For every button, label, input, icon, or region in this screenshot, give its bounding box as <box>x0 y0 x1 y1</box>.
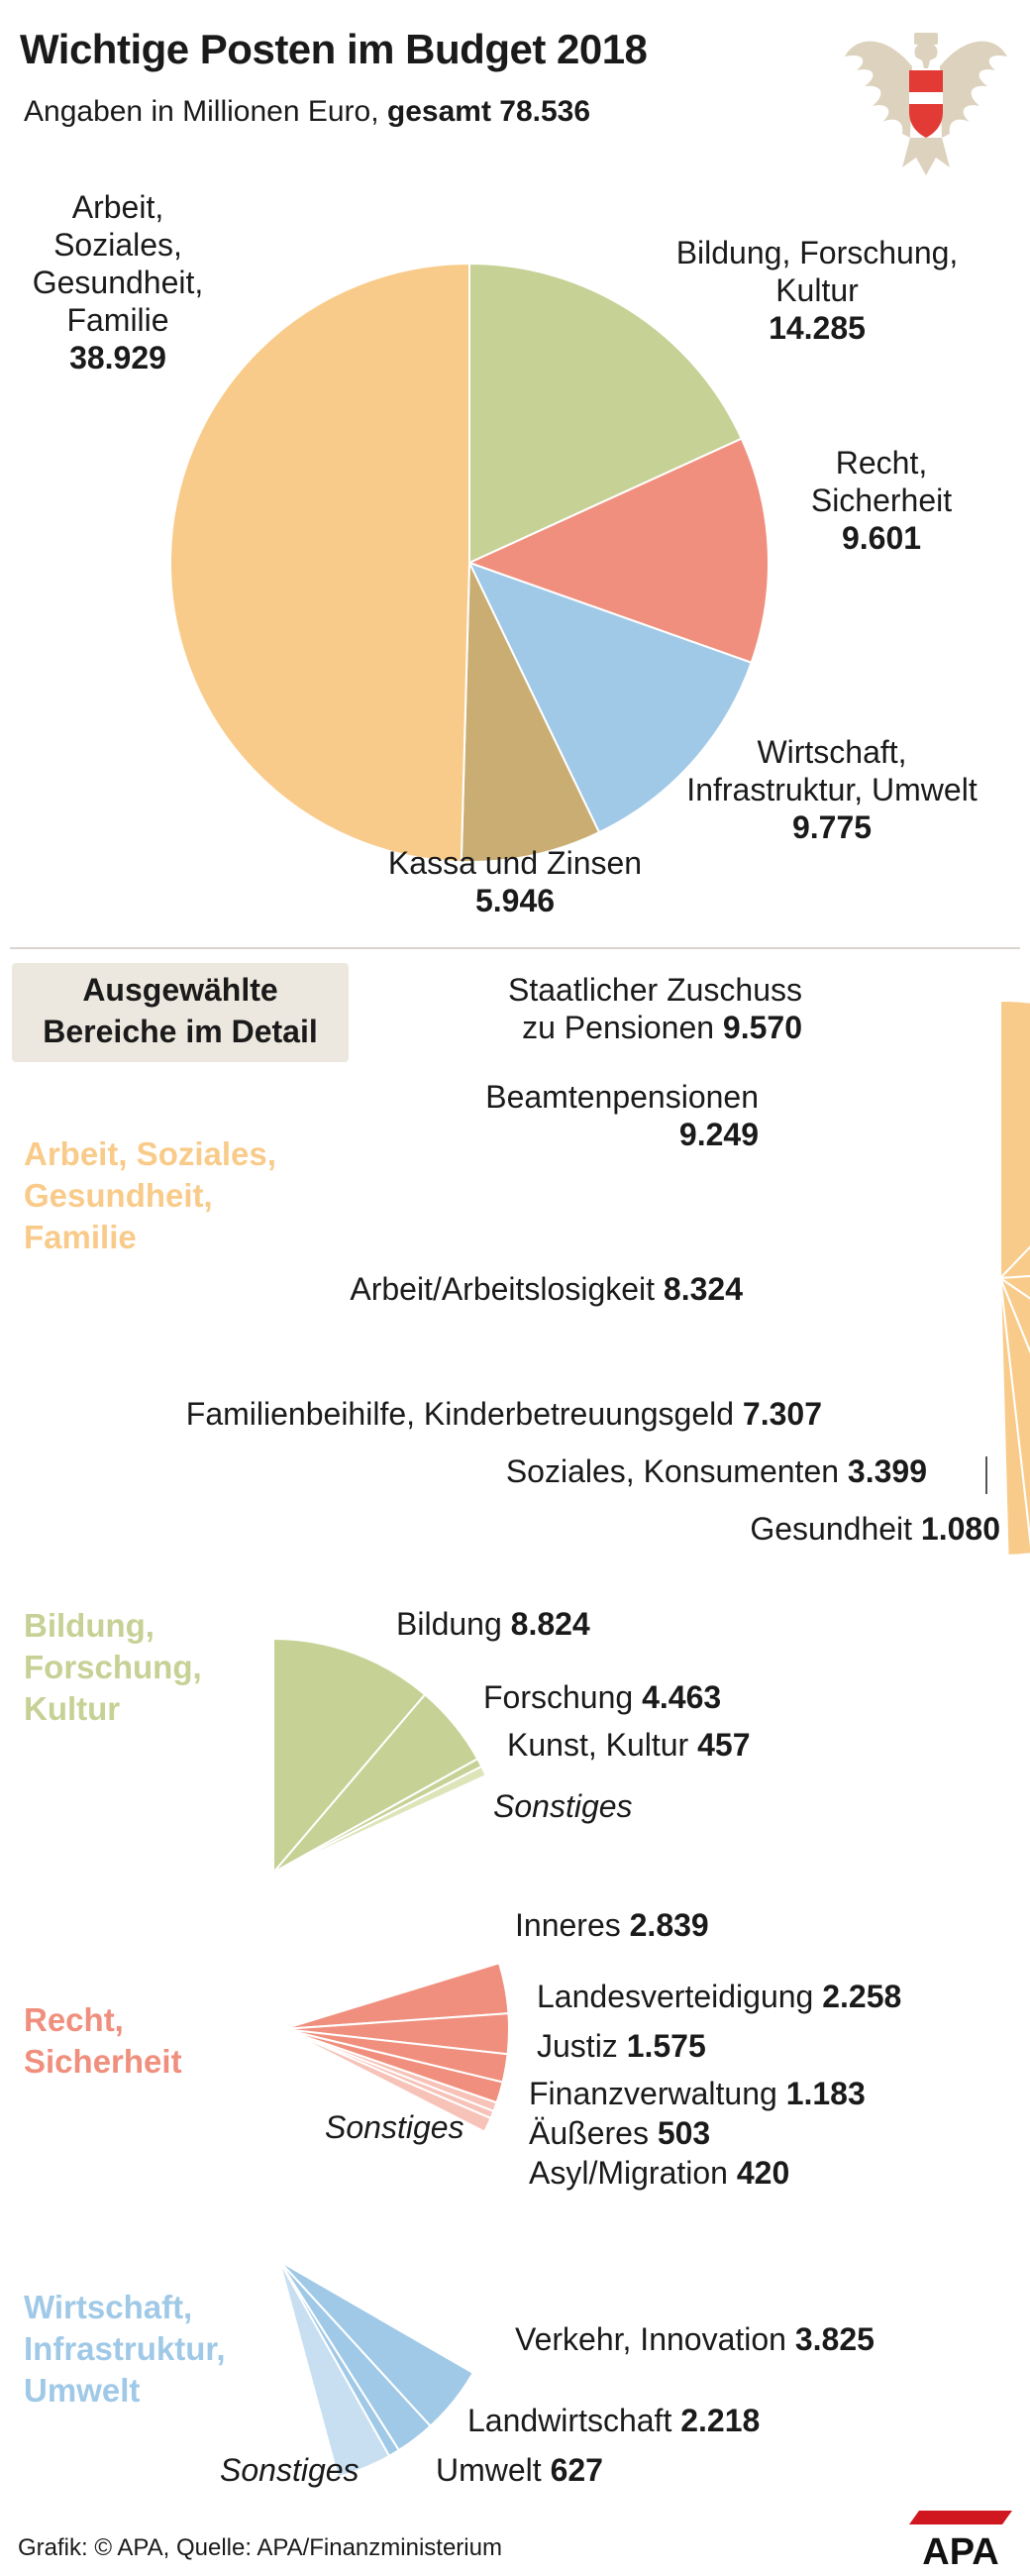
category-title-wirtschaft: Wirtschaft, Infrastruktur, Umwelt <box>24 2287 226 2412</box>
pie-slice-arbeit <box>168 262 470 863</box>
main-label-wirtschaft-line: Infrastruktur, Umwelt <box>686 772 978 807</box>
source-credit: Grafik: © APA, Quelle: APA/Finanzministe… <box>18 2534 502 2561</box>
main-label-arbeit-value: 38.929 <box>69 340 166 376</box>
detail-label-aeusseres: Äußeres 503 <box>529 2115 711 2151</box>
label-line: Staatlicher Zuschuss <box>507 972 802 1008</box>
detail-label-arbeitslosigkeit: Arbeit/Arbeitslosigkeit 8.324 <box>350 1271 743 1307</box>
main-label-wirtschaft: Wirtschaft, Infrastruktur, Umwelt 9.775 <box>654 733 1010 846</box>
recht-slice-6 <box>282 2028 492 2133</box>
main-label-bildung-line: Kultur <box>775 272 859 308</box>
detail-label-recht-sonstiges: Sonstiges <box>325 2109 464 2145</box>
detail-label-umwelt: Umwelt 627 <box>436 2452 603 2488</box>
category-title-line: Gesundheit, <box>24 1177 213 1214</box>
detail-label-familienbeihilfe: Familienbeihilfe, Kinderbetreuungsgeld 7… <box>185 1396 822 1432</box>
pie-slice-recht <box>466 437 770 665</box>
detail-label-wirtschaft-sonstiges: Sonstiges <box>220 2452 360 2488</box>
category-title-line: Familie <box>24 1219 137 1255</box>
detail-heading-line: Bereiche im Detail <box>43 1014 318 1049</box>
page-title: Wichtige Posten im Budget 2018 <box>20 26 648 72</box>
main-label-recht-line: Sicherheit <box>810 483 953 518</box>
label-line: 9.249 <box>678 1117 759 1152</box>
detail-section-heading: Ausgewählte Bereiche im Detail <box>12 963 349 1062</box>
main-label-kassa-line: Kassa und Zinsen <box>387 845 643 881</box>
main-label-bildung-line: Bildung, Forschung, <box>675 235 959 270</box>
detail-label-beamtenpensionen: Beamtenpensionen 9.249 <box>396 1078 759 1153</box>
pie-slice-kassa <box>460 562 601 863</box>
detail-label-bildung: Bildung 8.824 <box>396 1606 590 1642</box>
main-label-arbeit-line: Arbeit, <box>71 189 164 225</box>
main-label-recht-line: Recht, <box>835 445 928 481</box>
category-title-bildung: Bildung, Forschung, Kultur <box>24 1605 202 1730</box>
main-label-bildung: Bildung, Forschung, Kultur 14.285 <box>634 234 1000 347</box>
detail-heading-line: Ausgewählte <box>82 972 278 1008</box>
main-label-arbeit-line: Gesundheit, <box>32 265 204 300</box>
category-title-line: Kultur <box>24 1690 121 1727</box>
category-title-line: Wirtschaft, <box>24 2289 193 2325</box>
main-label-wirtschaft-value: 9.775 <box>791 809 873 845</box>
detail-label-bildung-sonstiges: Sonstiges <box>493 1788 633 1824</box>
arbeit-slice-5 <box>999 1277 1030 1556</box>
detail-label-asyl-migration: Asyl/Migration 420 <box>529 2155 790 2191</box>
detail-label-justiz: Justiz 1.575 <box>537 2028 706 2064</box>
category-title-arbeit: Arbeit, Soziales, Gesundheit, Familie <box>24 1133 276 1258</box>
category-title-line: Bildung, <box>24 1607 154 1644</box>
subtitle-total: gesamt 78.536 <box>386 95 591 128</box>
arbeit-slice-1 <box>997 1245 1030 1280</box>
subtitle: Angaben in Millionen Euro, gesamt 78.536 <box>24 95 590 129</box>
category-title-line: Recht, <box>24 2001 124 2038</box>
main-label-wirtschaft-line: Wirtschaft, <box>757 734 907 770</box>
main-label-arbeit-line: Familie <box>66 302 169 338</box>
main-label-recht: Recht, Sicherheit 9.601 <box>772 444 990 557</box>
detail-label-kunst-kultur: Kunst, Kultur 457 <box>507 1727 751 1763</box>
detail-label-inneres: Inneres 2.839 <box>515 1907 709 1943</box>
main-label-kassa: Kassa und Zinsen 5.946 <box>366 844 664 919</box>
bildung-slice-3 <box>272 1765 488 1874</box>
detail-label-staatlicher-zuschuss: Staatlicher Zuschuss zu Pensionen 9.570 <box>396 971 802 1046</box>
category-title-line: Infrastruktur, <box>24 2330 226 2367</box>
arbeit-slice-0 <box>999 999 1030 1281</box>
detail-label-gesundheit: Gesundheit 1.080 <box>750 1511 1000 1547</box>
label-line: zu Pensionen 9.570 <box>522 1010 802 1045</box>
main-label-recht-value: 9.601 <box>841 520 922 556</box>
detail-label-finanzverwaltung: Finanzverwaltung 1.183 <box>529 2076 866 2111</box>
section-divider <box>10 947 1020 949</box>
category-title-line: Sicherheit <box>24 2043 182 2080</box>
detail-label-soziales: Soziales, Konsumenten 3.399 <box>505 1453 927 1489</box>
main-label-arbeit: Arbeit, Soziales, Gesundheit, Familie 38… <box>14 188 222 376</box>
apa-logo-text: APA <box>922 2531 998 2568</box>
detail-label-landwirtschaft: Landwirtschaft 2.218 <box>467 2403 761 2438</box>
label-line: Beamtenpensionen <box>485 1079 759 1115</box>
main-label-arbeit-line: Soziales, <box>53 227 182 263</box>
pie-slice-bildung <box>468 262 744 565</box>
detail-label-forschung: Forschung 4.463 <box>483 1679 722 1715</box>
category-title-line: Arbeit, Soziales, <box>24 1135 276 1172</box>
subtitle-unit: Angaben in Millionen Euro, <box>24 95 387 128</box>
bildung-slice-0 <box>272 1637 427 1876</box>
pie-slice-wirtschaft <box>467 561 753 834</box>
category-title-line: Forschung, <box>24 1649 202 1685</box>
category-title-line: Umwelt <box>24 2372 141 2409</box>
detail-label-landesverteidigung: Landesverteidigung 2.258 <box>537 1979 902 2014</box>
wirtschaft-slice-3 <box>278 2260 391 2479</box>
detail-label-verkehr: Verkehr, Innovation 3.825 <box>515 2321 875 2357</box>
apa-logo: APA <box>909 2511 1012 2568</box>
main-label-bildung-value: 14.285 <box>769 310 866 346</box>
main-label-kassa-value: 5.946 <box>474 883 556 918</box>
category-title-recht: Recht, Sicherheit <box>24 1999 182 2083</box>
